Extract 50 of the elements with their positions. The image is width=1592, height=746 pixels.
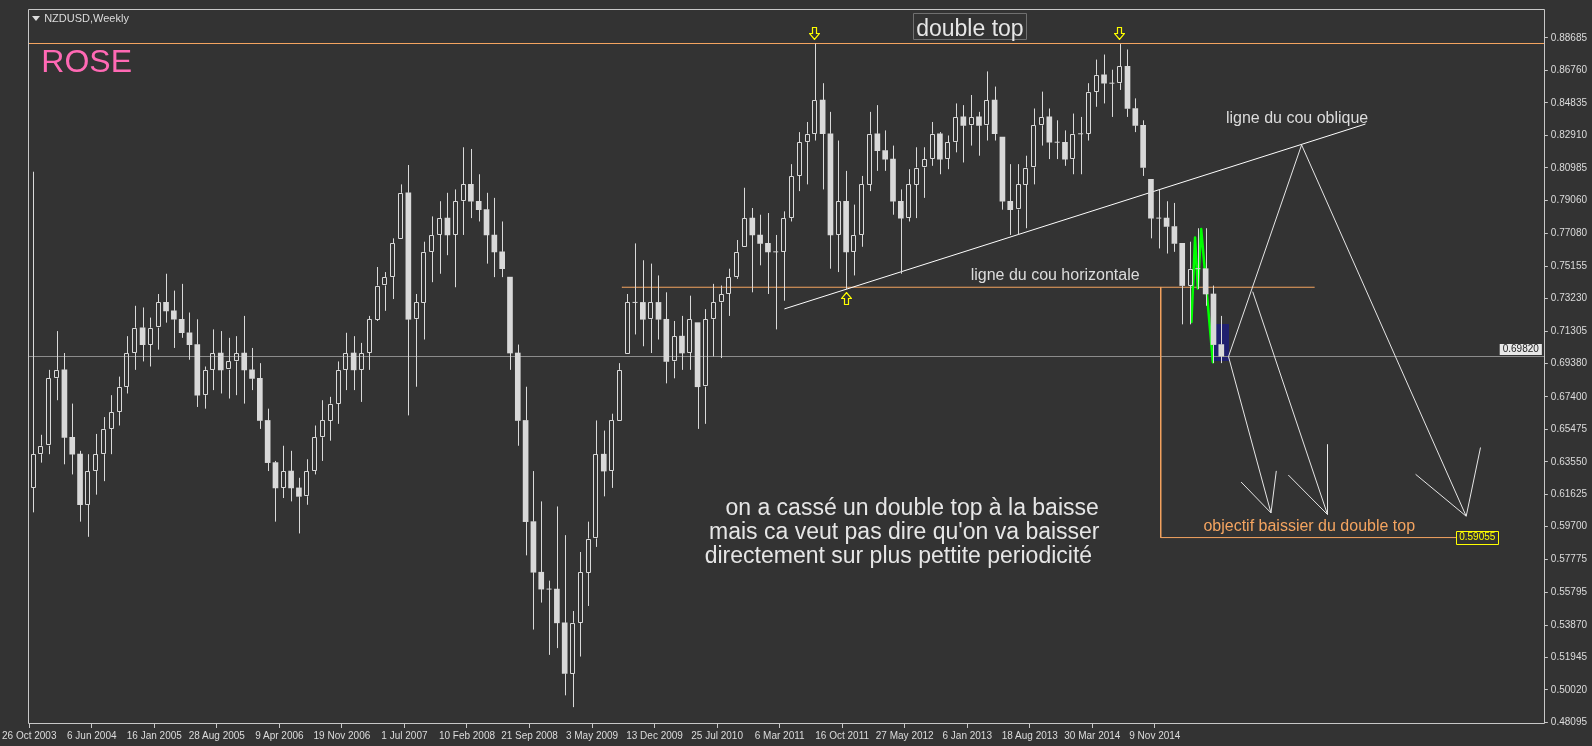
x-tick-label: 27 May 2012 (875, 729, 935, 741)
x-tick-label: 16 Oct 2011 (815, 729, 870, 741)
annotation: ligne du cou oblique (1225, 108, 1369, 126)
x-tick-label: 13 Dec 2009 (626, 729, 684, 741)
y-tick-label: 0.65475 (1550, 423, 1588, 435)
y-tick-label: 0.59700 (1550, 520, 1588, 532)
y-tick-label: 0.57775 (1550, 552, 1588, 564)
annotation: 0.59055 (1459, 531, 1496, 543)
annotation: ligne du cou horizontale (970, 266, 1140, 284)
y-tick-label: 0.69380 (1550, 357, 1588, 369)
x-tick-label: 3 May 2009 (565, 729, 619, 741)
y-tick-label: 0.82910 (1550, 129, 1588, 141)
y-tick-label: 0.77080 (1550, 227, 1588, 239)
y-tick-label: 0.71305 (1550, 324, 1588, 336)
x-tick-label: 26 Oct 2003 (2, 729, 57, 741)
x-tick-label: 16 Jan 2005 (126, 729, 183, 741)
y-tick-label: 0.50020 (1550, 683, 1588, 695)
y-tick-label: 0.67400 (1550, 390, 1588, 402)
x-tick-label: 28 Aug 2005 (188, 729, 246, 741)
y-tick-label: 0.55795 (1550, 586, 1588, 598)
y-tick-label: 0.53870 (1550, 618, 1588, 630)
x-tick-label: 21 Sep 2008 (501, 729, 559, 741)
y-tick-label: 0.61625 (1550, 487, 1588, 499)
y-tick-label: 0.51945 (1550, 651, 1588, 663)
x-tick-label: 9 Apr 2006 (255, 729, 304, 741)
ref-line-label: 0.69820 (1502, 343, 1540, 355)
y-tick-label: 0.73230 (1550, 292, 1588, 304)
y-tick-label: 0.88685 (1550, 31, 1588, 43)
annotation: ROSE (41, 42, 132, 79)
x-tick-label: 6 Mar 2011 (754, 729, 806, 741)
x-tick-label: 6 Jan 2013 (942, 729, 993, 741)
x-tick-label: 19 Nov 2006 (313, 729, 371, 741)
annotation: objectif baissier du double top (1203, 516, 1416, 534)
y-tick-label: 0.75155 (1550, 259, 1588, 271)
y-tick-label: 0.48095 (1550, 716, 1588, 728)
chart-title: NZDUSD,Weekly (44, 12, 130, 24)
y-tick-label: 0.80985 (1550, 161, 1588, 173)
x-tick-label: 18 Aug 2013 (1001, 729, 1059, 741)
y-tick-label: 0.63550 (1550, 455, 1588, 467)
y-tick-label: 0.84835 (1550, 96, 1588, 108)
x-tick-label: 6 Jun 2004 (67, 729, 117, 741)
y-tick-label: 0.86760 (1550, 64, 1588, 76)
x-tick-label: 25 Jul 2010 (691, 729, 744, 741)
x-tick-label: 30 Mar 2014 (1064, 729, 1121, 741)
x-tick-label: 9 Nov 2014 (1129, 729, 1181, 741)
annotation: double top (916, 15, 1024, 42)
x-tick-label: 10 Feb 2008 (438, 729, 496, 741)
annotation: on a cassé un double top à la baisse (725, 493, 1099, 520)
y-tick-label: 0.79060 (1550, 193, 1588, 205)
x-tick-label: 1 Jul 2007 (381, 729, 428, 741)
